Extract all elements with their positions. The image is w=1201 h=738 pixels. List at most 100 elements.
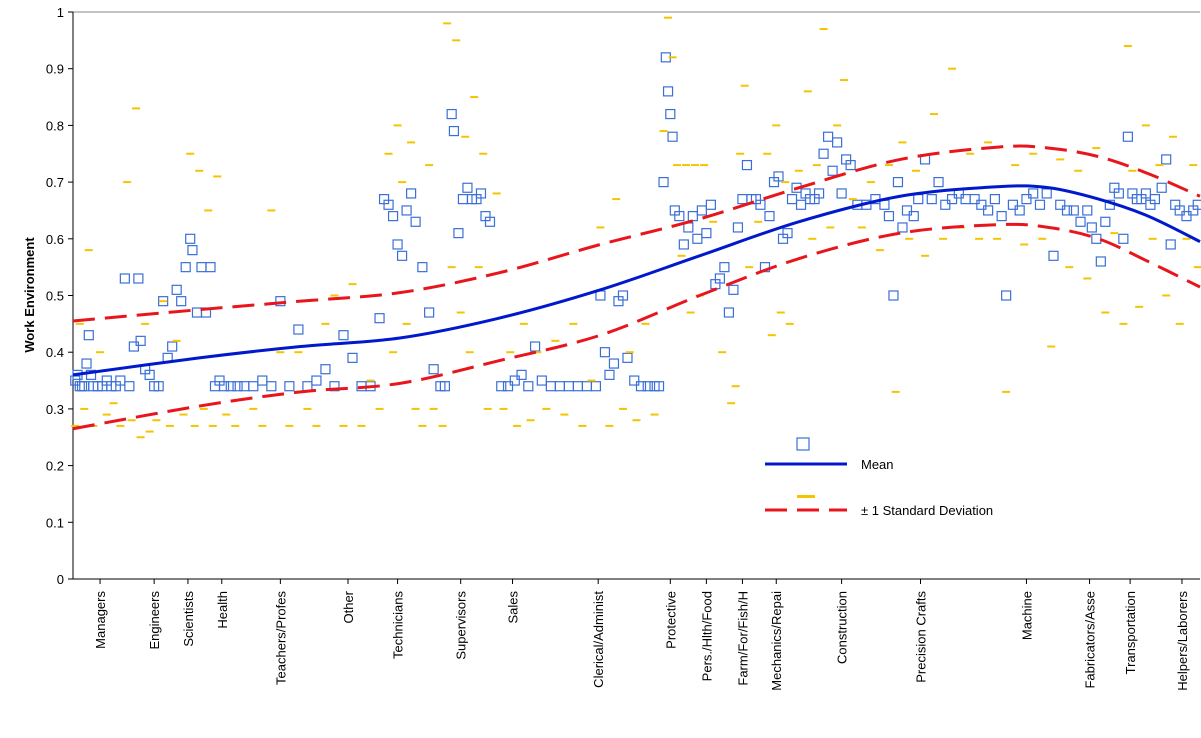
x-tick-label: Engineers	[147, 591, 162, 650]
scatter-point	[1165, 239, 1176, 250]
sd-dash	[682, 164, 691, 167]
scatter-point	[545, 381, 556, 392]
sd-dash	[819, 28, 828, 31]
sd-dash	[418, 424, 427, 427]
sd-dash	[483, 407, 492, 410]
sd-dash	[848, 198, 857, 201]
sd-dash	[911, 169, 920, 172]
sd-dash	[213, 175, 222, 178]
sd-dash	[930, 113, 939, 116]
sd-dash	[1155, 164, 1164, 167]
scatter-point	[674, 211, 685, 222]
sd-dash	[294, 351, 303, 354]
x-tick-label: Transportation	[1123, 591, 1138, 674]
sd-dash	[407, 141, 416, 144]
x-tick-label: Protective	[663, 591, 678, 649]
x-tick-label: Helpers/Laborers	[1175, 591, 1190, 691]
scatter-point	[329, 381, 340, 392]
sd-dash	[605, 424, 614, 427]
sd-dash	[231, 424, 240, 427]
sd-dash	[731, 385, 740, 388]
scatter-point	[1041, 188, 1052, 199]
legend-label: ± 1 Standard Deviation	[861, 503, 993, 518]
sd-dash	[1162, 294, 1171, 297]
sd-dash	[398, 181, 407, 184]
y-tick-label: 1	[57, 5, 64, 20]
x-tick-label: Managers	[93, 591, 108, 649]
scatter-point	[946, 194, 958, 205]
scatter-point	[719, 262, 730, 273]
legend-symbol	[797, 495, 815, 498]
y-tick-label: 0.4	[46, 345, 64, 360]
scatter-point	[1161, 154, 1172, 165]
sd-dash	[736, 152, 745, 155]
scatter-point	[406, 188, 417, 199]
sd-dash	[393, 124, 402, 127]
scatter-point	[1181, 211, 1192, 222]
sd-dash	[772, 124, 781, 127]
scatter-point	[795, 199, 807, 210]
sd-dash	[75, 322, 84, 325]
sd-dash	[222, 413, 231, 416]
scatter-point	[401, 205, 412, 216]
scatter-point	[1095, 256, 1106, 267]
scatter-point	[135, 335, 146, 346]
sd-dash	[102, 413, 111, 416]
sd-dash	[172, 339, 181, 342]
scatter-point	[773, 171, 784, 182]
sd-dash	[1110, 232, 1119, 235]
sd-dash	[165, 424, 174, 427]
sd-dash	[866, 181, 875, 184]
scatter-point	[554, 381, 565, 392]
scatter-point	[516, 369, 527, 380]
sd-dash	[1002, 390, 1011, 393]
sd-dash	[659, 130, 668, 133]
scatter-point	[523, 381, 534, 392]
scatter-point	[1140, 188, 1152, 199]
scatter-point	[187, 245, 198, 256]
sd-dash	[808, 237, 817, 240]
sd-dash	[1119, 322, 1128, 325]
sd-dash	[1141, 124, 1150, 127]
scatter-point	[590, 381, 602, 392]
sd-dash	[1182, 237, 1191, 240]
sd-dash	[587, 379, 596, 382]
sd-dash	[447, 266, 456, 269]
sd-dash	[384, 152, 393, 155]
scatter-point	[728, 284, 739, 295]
sd-dash	[312, 424, 321, 427]
sd-dash	[1074, 169, 1083, 172]
y-tick-label: 0.3	[46, 402, 64, 417]
scatter-point	[696, 205, 707, 216]
sd-dash	[80, 407, 89, 410]
scatter-point	[83, 330, 94, 341]
scatter-point	[144, 369, 155, 380]
sd-dash	[975, 237, 984, 240]
sd-dash	[668, 56, 677, 59]
sd-dash	[71, 424, 80, 427]
sd-dash	[357, 424, 366, 427]
scatter-point	[687, 211, 698, 222]
scatter-point	[827, 165, 838, 176]
scatter-point	[1122, 131, 1133, 142]
scatter-point	[529, 341, 541, 352]
sd-dash	[700, 164, 709, 167]
scatter-point	[124, 381, 135, 392]
scatter-point	[832, 137, 843, 148]
scatter-point	[989, 194, 1000, 205]
scatter-point	[892, 177, 904, 188]
scatter-point	[320, 364, 331, 375]
x-tick-label: Mechanics/Repai	[769, 591, 784, 691]
scatter-point	[1034, 199, 1046, 210]
x-tick-label: Health	[215, 591, 230, 629]
sd-dash	[727, 402, 736, 405]
scatter-point	[926, 194, 937, 205]
scatter-point	[782, 228, 793, 239]
sd-dash	[833, 124, 842, 127]
sd-dash	[1011, 164, 1020, 167]
sd-dash	[776, 311, 785, 314]
sd-dash	[456, 311, 465, 314]
sd-dash	[1189, 164, 1198, 167]
scatter-point	[786, 194, 798, 205]
